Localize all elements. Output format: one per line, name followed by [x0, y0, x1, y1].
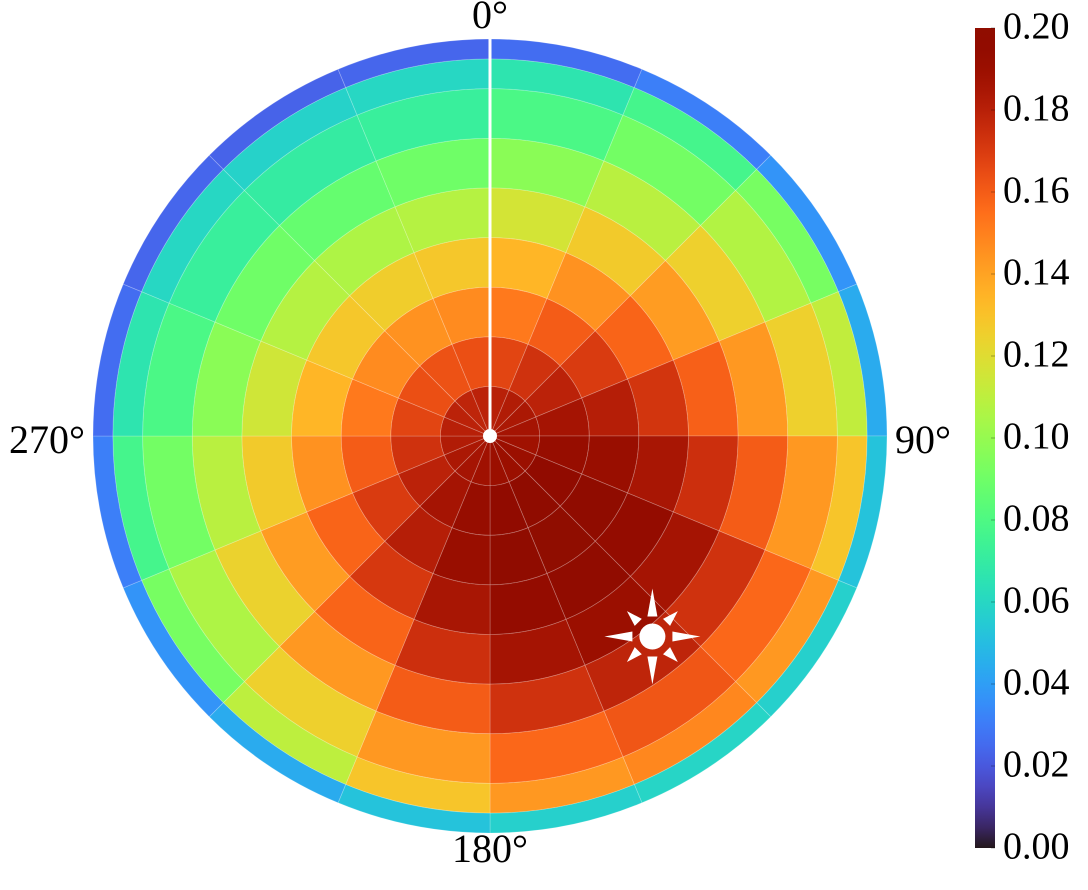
heatmap-cell — [672, 435, 739, 532]
colorbar-tick-label: 0.18 — [1003, 88, 1070, 130]
sun-ray — [663, 611, 678, 626]
heatmap-cell — [432, 527, 491, 586]
heatmap-cell — [141, 568, 245, 704]
heatmap-cell — [384, 505, 453, 575]
heatmap-cell — [222, 681, 358, 785]
heatmap-cell — [340, 378, 399, 437]
heatmap — [92, 38, 888, 834]
heatmap-cell — [565, 206, 667, 297]
heatmap-cell — [92, 283, 143, 437]
heatmap-cell — [489, 137, 605, 208]
heatmap-cell — [735, 168, 839, 304]
angle-tick-label: 90° — [895, 417, 951, 462]
sun-ray — [626, 647, 642, 662]
heatmap-cell — [306, 492, 386, 577]
sun-ray — [672, 631, 701, 642]
sun-marker — [604, 588, 701, 685]
heatmap-cell — [546, 252, 631, 332]
heatmap-cell — [208, 702, 347, 804]
colorbar-tick-label: 0.00 — [1003, 826, 1070, 868]
colorbar-tick-label: 0.20 — [1003, 6, 1070, 48]
heatmap-cell — [349, 252, 434, 332]
heatmap-cell — [451, 481, 491, 536]
heatmap-cell — [489, 38, 643, 89]
heatmap-cell — [337, 783, 491, 834]
colorbar-tick-label: 0.06 — [1003, 580, 1070, 622]
heatmap-cell — [633, 702, 772, 804]
heatmap-cell — [622, 681, 758, 785]
heatmap-cell — [241, 340, 308, 437]
colorbar-tick-label: 0.02 — [1003, 744, 1070, 786]
heatmap-cell — [584, 160, 702, 262]
heatmap-cell — [394, 618, 491, 685]
sun-ray — [626, 611, 642, 626]
heatmap-cell — [633, 68, 772, 170]
colorbar-tick-label: 0.04 — [1003, 662, 1070, 704]
sun-ray — [647, 656, 658, 685]
heatmap-cell — [489, 187, 586, 254]
heatmap-cell — [546, 540, 631, 620]
heatmap-cell — [524, 454, 583, 507]
heatmap-cell — [191, 321, 262, 437]
zenith-dot — [483, 429, 497, 443]
colorbar-tick-label: 0.16 — [1003, 170, 1070, 212]
heatmap-cell — [837, 435, 888, 589]
heatmap-cell — [375, 664, 491, 735]
sun-ray — [647, 588, 658, 617]
heatmap-cell — [756, 154, 858, 293]
heatmap-cell — [718, 435, 789, 551]
colorbar — [975, 28, 995, 848]
colorbar-tick-label: 0.10 — [1003, 416, 1070, 458]
angle-tick-label: 270° — [9, 417, 85, 462]
angle-tick-label: 0° — [472, 0, 508, 37]
heatmap-cell — [756, 579, 858, 718]
heatmap-cell — [489, 336, 529, 391]
colorbar-tick-label: 0.12 — [1003, 334, 1070, 376]
heatmap-cell — [122, 154, 224, 293]
colorbar-tick-label: 0.14 — [1003, 252, 1070, 294]
heatmap-cell — [122, 579, 224, 718]
heatmap-cell — [581, 435, 640, 494]
heatmap-cell — [390, 397, 445, 437]
heatmap-cell — [222, 87, 358, 191]
heatmap-cell — [489, 286, 548, 345]
sun-ray — [604, 631, 633, 642]
sun-ray — [663, 647, 678, 662]
sun-disk — [639, 623, 666, 650]
heatmap-cell — [535, 435, 590, 475]
colorbar-tick-label: 0.08 — [1003, 498, 1070, 540]
angle-tick-label: 180° — [452, 826, 528, 871]
heatmap-cell — [594, 295, 674, 380]
